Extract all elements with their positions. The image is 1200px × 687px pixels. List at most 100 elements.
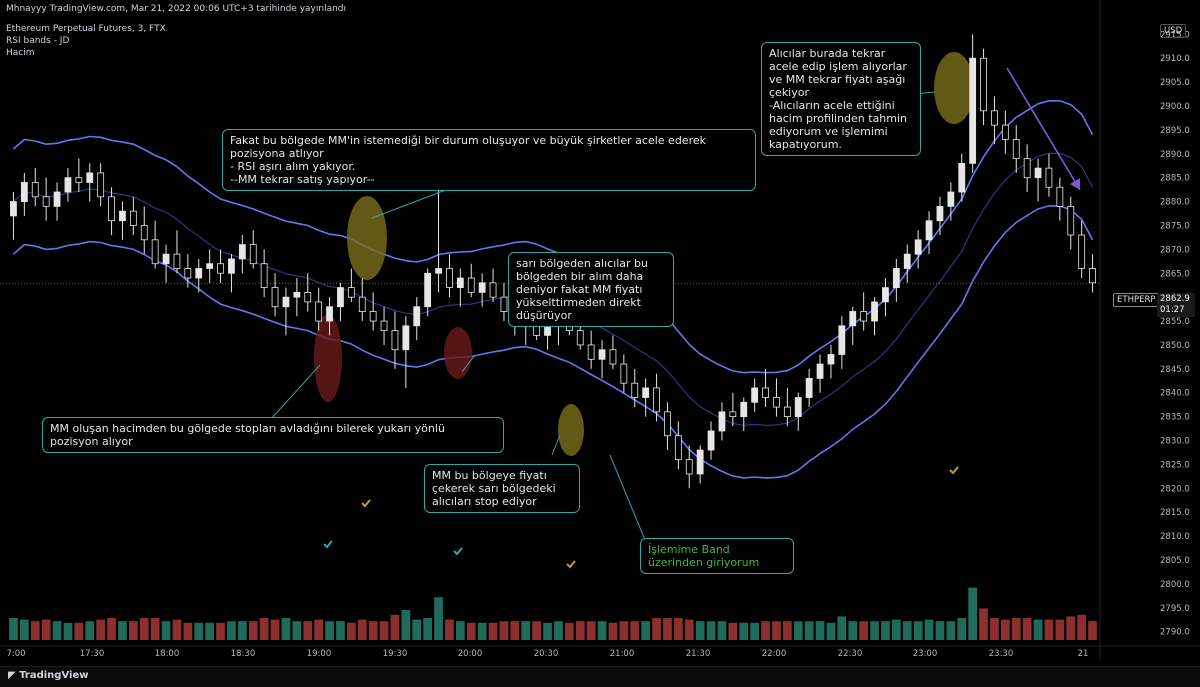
volume-bar (455, 621, 465, 640)
lower-band-line (12, 205, 1094, 479)
candle-body-down (140, 225, 148, 241)
volume-bar (979, 608, 988, 640)
last-price-value: 2862.9 (1160, 294, 1190, 304)
candle-body-up (871, 301, 878, 322)
upper-band-line (12, 100, 1094, 374)
candle-body-up (642, 387, 650, 398)
volume-bar (608, 622, 618, 640)
candle-body-up (849, 311, 857, 327)
candle-body-up (337, 287, 344, 308)
highlight-ellipse (444, 327, 472, 379)
price-tick-label: 2890.0 (1160, 150, 1190, 160)
candle-body-up (903, 253, 911, 269)
tradingview-logo[interactable]: ◤ TradingView (8, 670, 88, 681)
candle-body-down (620, 363, 628, 384)
candle-body-up (478, 282, 486, 293)
volume-bar (826, 622, 836, 640)
candle-body-up (892, 268, 900, 289)
volume-bar (466, 622, 476, 640)
volume-bar (990, 618, 999, 640)
candle-body-down (609, 349, 617, 365)
candle-body-up (925, 220, 933, 241)
volume-bar (706, 621, 716, 640)
time-tick-label: 23:00 (913, 649, 938, 659)
price-tick-label: 2915.0 (1160, 30, 1190, 40)
price-tick-label: 2880.0 (1160, 198, 1190, 208)
check-icon (361, 499, 371, 508)
volume-bar (9, 618, 18, 640)
volume-bar (281, 618, 291, 640)
bar-countdown: 01:27 (1160, 305, 1185, 315)
time-axis[interactable]: 7:00 17:30 18:00 18:30 19:00 19:30 20:00 20:30 2… (0, 645, 1200, 659)
price-tick-label: 2825.0 (1160, 460, 1190, 470)
candle-body-up (751, 387, 759, 403)
volume-bar (881, 621, 890, 640)
volume-bar (913, 621, 923, 640)
volume-bar (1000, 619, 1010, 640)
volume-bar (96, 619, 106, 640)
candle-body-down (860, 311, 868, 322)
volume-bar (652, 618, 661, 640)
indicator-rsi-bands[interactable]: RSI bands - JD (6, 36, 70, 46)
indicator-volume[interactable]: Hacim (6, 48, 35, 58)
candle-body-down (1078, 234, 1086, 269)
candle-body-down (31, 182, 39, 198)
time-tick-label: 18:30 (231, 649, 256, 659)
annotation-stop: MM bu bölgeye fiyatı çekerek sarı bölged… (424, 464, 580, 513)
candle-body-down (500, 296, 508, 312)
price-tick-label: 2910.0 (1160, 54, 1190, 64)
candle-body-up (326, 306, 333, 322)
time-tick-label: 20:30 (534, 649, 559, 659)
volume-bar (782, 621, 792, 640)
candle-body-up (969, 57, 977, 164)
volume-bar (630, 621, 640, 640)
annotation-text: Alıcılar burada tekrar acele edip işlem … (769, 47, 908, 151)
candle-body-up (228, 258, 235, 274)
candle-body-up (282, 296, 290, 308)
volume-bar (390, 614, 400, 640)
time-tick-label: 20:00 (458, 649, 483, 659)
price-tick-label: 2810.0 (1160, 532, 1190, 542)
volume-bar (128, 621, 138, 640)
candle-body-up (119, 210, 126, 222)
candle-body-down (664, 411, 671, 437)
volume-bar (695, 621, 705, 640)
volume-bar (270, 619, 280, 640)
price-tick-label: 2870.0 (1160, 245, 1190, 255)
symbol-line[interactable]: Ethereum Perpetual Futures, 3, FTX (6, 24, 166, 34)
volume-bar (118, 621, 127, 640)
candle-body-up (794, 397, 802, 418)
tradingview-logo-icon: ◤ (8, 670, 16, 681)
volume-bar (434, 597, 443, 640)
candle-body-down (129, 210, 137, 226)
candle-body-up (1034, 167, 1042, 179)
annotation-top-center: Fakat bu bölgede MM'in istemediği bir du… (222, 129, 756, 191)
candle-body-up (402, 325, 410, 351)
candle-body-up (882, 287, 889, 303)
price-tick-label: 2905.0 (1160, 78, 1190, 88)
candle-body-down (315, 301, 323, 322)
volume-bar (248, 621, 258, 640)
candle-body-down (729, 411, 737, 418)
check-icon (453, 547, 463, 556)
price-chart[interactable]: 2790.0 2795.0 2800.0 2805.0 2810.0 2815.0 2820… (0, 0, 1200, 666)
annotation-text: sarı bölgeden alıcılar bu bölgeden bir a… (516, 257, 649, 322)
currency-badge[interactable]: USD (1160, 24, 1187, 38)
candle-body-down (587, 344, 595, 360)
volume-bar (357, 619, 367, 640)
candle-body-down (347, 287, 355, 298)
price-axis[interactable]: 2790.0 2795.0 2800.0 2805.0 2810.0 2815.0 2820… (1099, 0, 1190, 660)
price-tick-label: 2815.0 (1160, 508, 1190, 518)
candle-body-down (1012, 139, 1020, 159)
candle-body-down (1023, 158, 1031, 179)
price-tick-label: 2795.0 (1160, 604, 1190, 614)
candle-body-down (97, 172, 105, 198)
volume-bar (85, 621, 95, 640)
time-tick-label: 7:00 (6, 649, 25, 659)
time-tick-label: 22:30 (838, 649, 863, 659)
candle-body-up (838, 325, 846, 355)
annotation-mid: sarı bölgeden alıcılar bu bölgeden bir a… (508, 252, 674, 327)
candle-body-down (685, 459, 693, 475)
candle-body-down (762, 387, 769, 398)
volume-bar (510, 621, 520, 640)
